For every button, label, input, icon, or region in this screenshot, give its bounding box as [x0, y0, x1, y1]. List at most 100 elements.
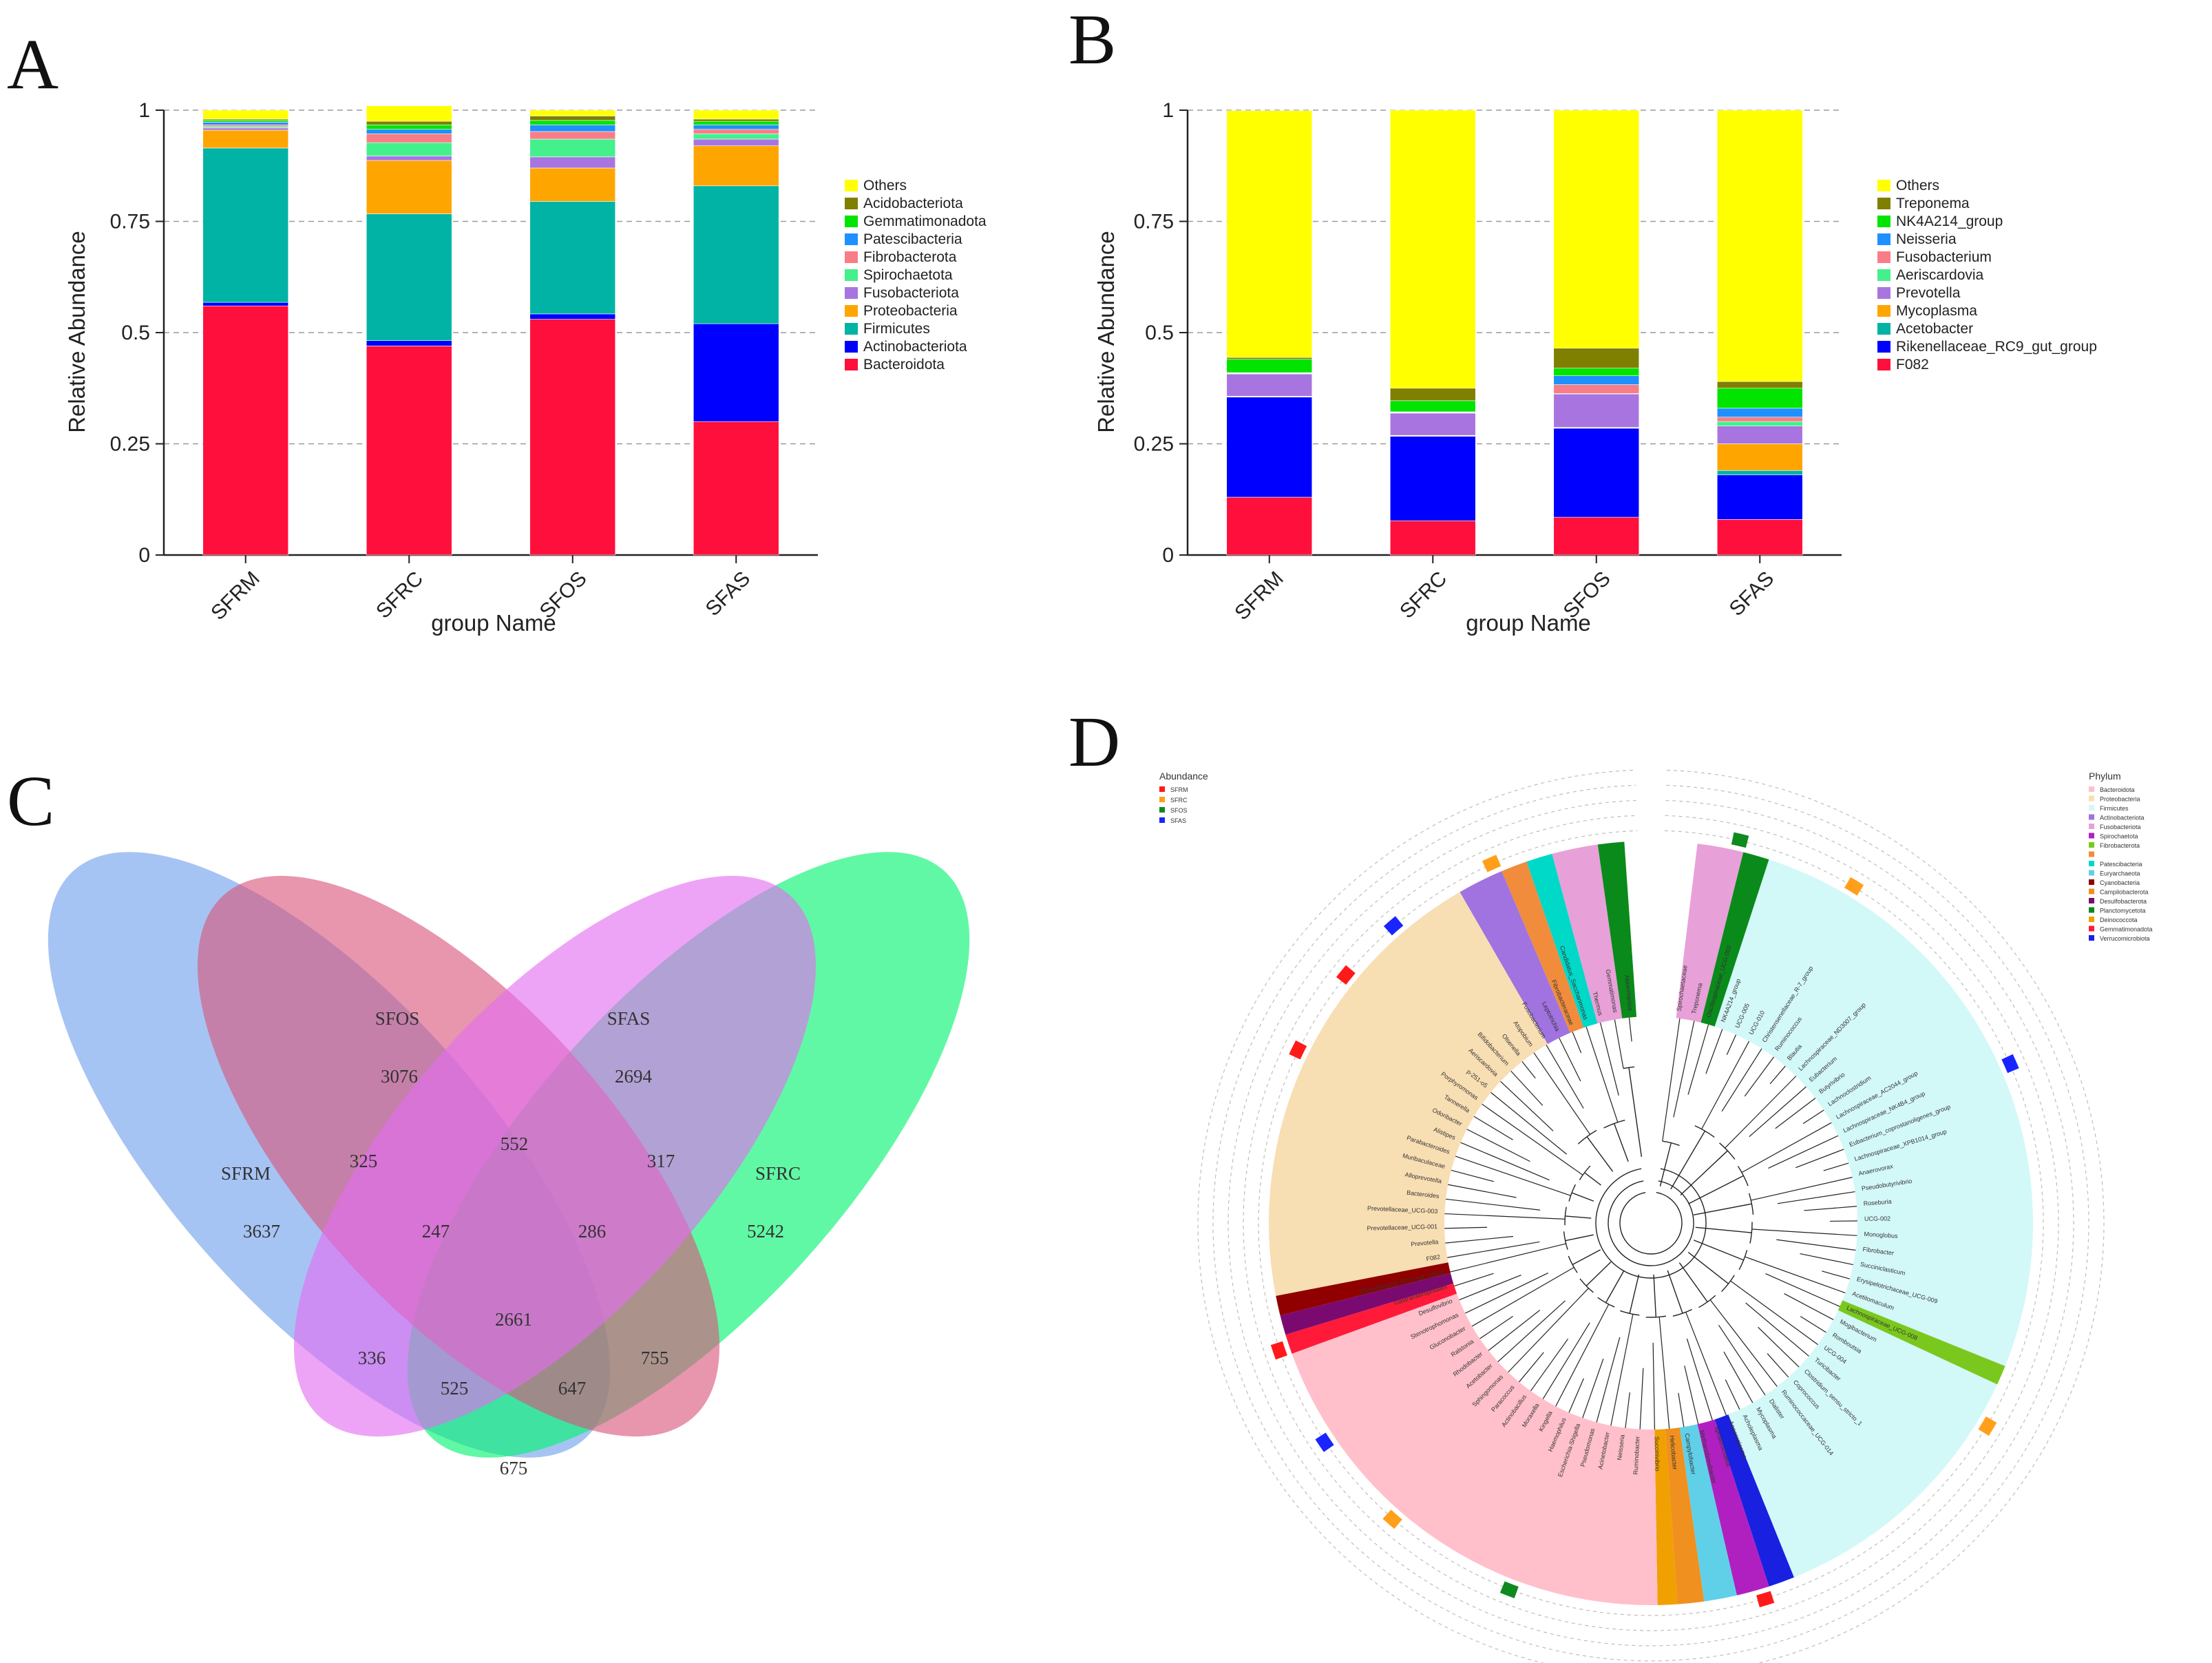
bar-segment: [1389, 520, 1476, 556]
bar-segment: [1226, 359, 1313, 373]
legend-entry: Mycoplasma: [1896, 303, 1977, 319]
legend-entry: Gemmatimonadota: [863, 213, 987, 229]
tree-branch: [1688, 1175, 1744, 1204]
legend-swatch: [1877, 269, 1890, 281]
bar-segment: [366, 346, 452, 556]
legend-swatch: [845, 323, 858, 335]
tree-branch: [1744, 1056, 1775, 1097]
legend-swatch: [1877, 198, 1890, 209]
phylum-sector: [1502, 861, 1584, 1033]
abundance-mark: [1289, 1040, 1307, 1060]
bar-segment: [693, 145, 779, 187]
tree-tip-label: Helicobacter: [1669, 1435, 1678, 1470]
venn-count: 675: [500, 1458, 528, 1478]
phylum-legend-title: Phylum: [2089, 771, 2121, 782]
bar-segment: [366, 129, 452, 134]
bar-segment: [693, 118, 779, 122]
venn-count: 247: [422, 1221, 450, 1242]
bar-segment: [1553, 375, 1640, 385]
y-tick-label: 0: [138, 544, 150, 567]
tree-branch: [1586, 1136, 1614, 1172]
legend-entry: SFOS: [1170, 807, 1188, 814]
bar-segment: [366, 133, 452, 143]
legend-swatch: [2089, 870, 2094, 876]
legend-entry: Patescibacteria: [863, 231, 962, 247]
phylogenetic-tree: Abundance Phylum Spirochaetaceae Treponem…: [1159, 769, 2153, 1663]
venn-count: 336: [358, 1348, 386, 1368]
tree-branch: [1473, 1116, 1513, 1140]
tree-branch: [1579, 1278, 1594, 1293]
panel-label-d: D: [1068, 702, 1120, 782]
tree-branch: [1751, 1228, 1857, 1236]
legend-swatch: [1877, 251, 1890, 263]
tree-branch: [1450, 1243, 1566, 1273]
legend-entry: Fusobacteriota: [863, 285, 959, 301]
venn-count: 286: [578, 1221, 607, 1242]
bar-segment: [693, 121, 779, 125]
tree-branch: [1488, 1310, 1541, 1351]
tree-branch: [1565, 1234, 1594, 1242]
bar-segment: [202, 305, 289, 556]
bar-segment: [693, 125, 779, 130]
phylum-sector: [1654, 1429, 1678, 1605]
tree-branch: [1684, 1366, 1699, 1425]
phylum-sector: [1676, 844, 1744, 1023]
legend-swatch: [2089, 851, 2094, 857]
tree-branch: [1645, 1315, 1666, 1318]
tree-branch: [1628, 1067, 1643, 1158]
legend-entry: Cyanobacteria: [2100, 879, 2140, 886]
legend-entry: Acidobacteriota: [863, 196, 963, 211]
tree-branch: [1510, 1070, 1544, 1106]
tree-branch: [1533, 1052, 1591, 1135]
y-tick-label: 1: [138, 99, 150, 122]
tree-branch: [1737, 1166, 1749, 1186]
tree-branch: [1508, 1288, 1589, 1373]
tree-branch: [1725, 1076, 1797, 1149]
tree-branch: [1795, 1149, 1844, 1169]
tree-branch: [1586, 1262, 1612, 1286]
tree-branch: [1555, 1304, 1610, 1407]
bar-segment: [1226, 110, 1313, 358]
tree-branch: [1709, 1299, 1778, 1387]
legend-entry: SFRC: [1170, 797, 1188, 804]
tree-branch: [1613, 1123, 1629, 1162]
tree-branch: [1610, 1314, 1634, 1426]
legend-swatch: [845, 216, 858, 227]
abundance-mark: [1482, 855, 1502, 872]
tree-branch: [1687, 1024, 1709, 1095]
venn-count: 325: [350, 1151, 378, 1171]
legend-entry: Prevotella: [1896, 285, 1961, 301]
legend-entry: Planctomycetota: [2100, 908, 2146, 914]
ring-gridline: [1197, 769, 2105, 1663]
bar-segment: [366, 160, 452, 214]
legend-swatch: [845, 180, 858, 191]
legend-entry: Verrucomicrobiota: [2100, 935, 2150, 942]
legend-swatch: [1159, 786, 1165, 792]
bar-segment: [1716, 417, 1803, 422]
x-tick-label: SFRC: [372, 567, 428, 623]
x-tick-label: SFRM: [207, 567, 264, 625]
y-tick-label: 0.75: [110, 211, 150, 233]
tree-branch: [1672, 1308, 1693, 1317]
ring-gridline: [1212, 784, 2089, 1662]
legend-entry: Bacteroidota: [2100, 786, 2135, 793]
tree-branch: [1705, 1029, 1723, 1074]
tree-branch: [1718, 1324, 1766, 1396]
phylum-sector: [1269, 892, 1548, 1296]
tree-branch: [1445, 1198, 1541, 1211]
bar-segment: [1716, 109, 1803, 382]
legend-swatch: [845, 198, 858, 209]
tree-branch: [1625, 1392, 1630, 1428]
x-tick-label: SFRC: [1395, 567, 1451, 623]
phylum-sector: [1714, 1414, 1794, 1587]
tree-branch: [1673, 1021, 1695, 1118]
phylum-sector: [1837, 1300, 2005, 1385]
legend-swatch: [2089, 805, 2094, 810]
legend-swatch: [1877, 233, 1890, 245]
bar-segment: [366, 142, 452, 156]
tree-branch: [1584, 1172, 1601, 1186]
phylum-sector: [1276, 1262, 1451, 1316]
phylum-sector: [1679, 1424, 1737, 1602]
bar-segment: [1226, 357, 1313, 360]
legend-entry: Fibrobacterota: [863, 249, 957, 265]
